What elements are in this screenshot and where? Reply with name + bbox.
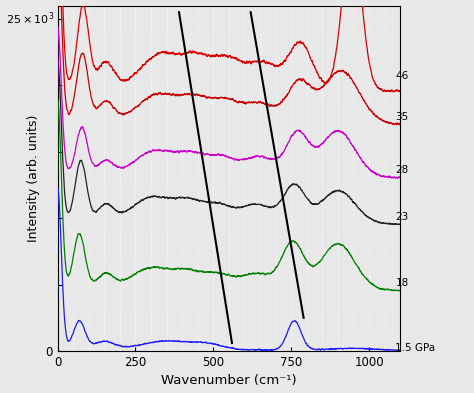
X-axis label: Wavenumber (cm⁻¹): Wavenumber (cm⁻¹): [161, 375, 297, 387]
Y-axis label: Intensity (arb. units): Intensity (arb. units): [27, 115, 40, 242]
Text: 28: 28: [395, 165, 409, 175]
Text: 18: 18: [395, 278, 409, 288]
Text: 1.5 GPa: 1.5 GPa: [395, 343, 436, 353]
Text: 23: 23: [395, 212, 409, 222]
Text: 35: 35: [395, 112, 409, 122]
Text: 46: 46: [395, 71, 409, 81]
Text: $25\times10^3$: $25\times10^3$: [6, 11, 54, 27]
